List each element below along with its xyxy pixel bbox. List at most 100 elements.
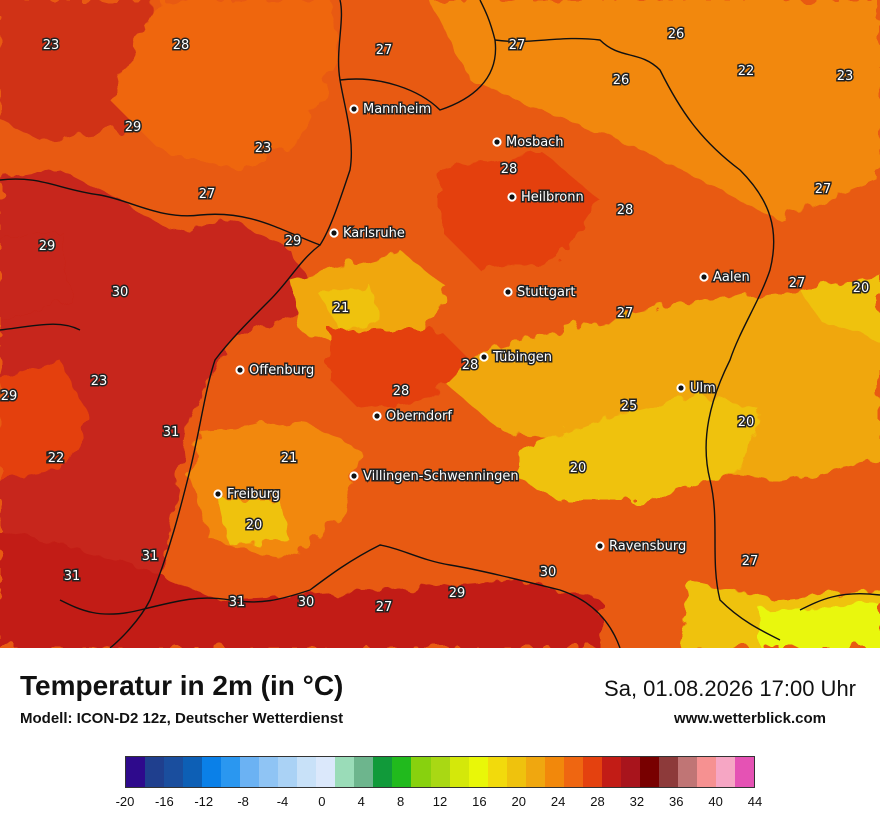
city-dot-icon bbox=[699, 272, 709, 282]
city-dot-icon bbox=[372, 411, 382, 421]
color-scale-segment bbox=[240, 757, 260, 787]
city-dot-icon bbox=[349, 471, 359, 481]
color-scale-segment bbox=[677, 757, 697, 787]
color-scale-segment bbox=[449, 757, 469, 787]
city-dot-icon bbox=[492, 137, 502, 147]
city-marker[interactable]: Ravensburg bbox=[595, 538, 688, 556]
city-marker[interactable]: Heilbronn bbox=[507, 189, 585, 207]
color-scale-segment bbox=[506, 757, 526, 787]
color-scale-tick: 16 bbox=[472, 794, 487, 809]
color-scale-segment bbox=[411, 757, 431, 787]
map-title: Temperatur in 2m (in °C) bbox=[20, 670, 344, 701]
color-scale-segment bbox=[639, 757, 659, 787]
temperature-label: 20 bbox=[738, 415, 755, 430]
city-marker[interactable]: Villingen-Schwenningen bbox=[349, 468, 520, 486]
temperature-label: 22 bbox=[47, 451, 64, 466]
temperature-label: 28 bbox=[393, 384, 410, 399]
color-scale-tick: 20 bbox=[511, 794, 526, 809]
color-scale-segment bbox=[145, 757, 165, 787]
temperature-label: 28 bbox=[173, 38, 190, 53]
temperature-label: 29 bbox=[1, 389, 18, 404]
temperature-label: 23 bbox=[255, 141, 272, 156]
color-scale-segment bbox=[164, 757, 184, 787]
city-name: Offenburg bbox=[249, 363, 314, 378]
city-dot-icon bbox=[329, 228, 339, 238]
color-scale-tick: 8 bbox=[397, 794, 405, 809]
temperature-label: 25 bbox=[621, 399, 638, 414]
temperature-label: 20 bbox=[853, 281, 870, 296]
city-name: Mannheim bbox=[363, 102, 431, 117]
color-scale-segment bbox=[126, 757, 146, 787]
city-marker[interactable]: Freiburg bbox=[213, 486, 282, 504]
temperature-label: 29 bbox=[39, 239, 56, 254]
color-scale-tick: -4 bbox=[276, 794, 289, 809]
color-scale-segment bbox=[316, 757, 336, 787]
temperature-label: 31 bbox=[163, 425, 180, 440]
temperature-label: 22 bbox=[738, 64, 755, 79]
color-scale-segment bbox=[563, 757, 583, 787]
color-scale-tick: 32 bbox=[629, 794, 645, 809]
color-scale-tick: 12 bbox=[432, 794, 448, 809]
city-marker[interactable]: Oberndorf bbox=[372, 408, 454, 426]
city-marker[interactable]: Offenburg bbox=[235, 362, 316, 380]
color-scale-tick: -16 bbox=[154, 794, 174, 809]
city-dot-icon bbox=[479, 352, 489, 362]
city-name: Mosbach bbox=[506, 135, 564, 150]
color-scale-tick: -20 bbox=[115, 794, 135, 809]
color-scale-tick: -8 bbox=[237, 794, 249, 809]
city-name: Ravensburg bbox=[609, 539, 686, 554]
city-marker[interactable]: Karlsruhe bbox=[329, 225, 406, 243]
color-scale-segment bbox=[354, 757, 374, 787]
temperature-label: 28 bbox=[617, 203, 634, 218]
color-scale-tick: 36 bbox=[669, 794, 684, 809]
city-name: Villingen-Schwenningen bbox=[363, 469, 519, 484]
temperature-label: 29 bbox=[125, 120, 142, 135]
color-scale-legend bbox=[125, 756, 755, 788]
color-scale-segment bbox=[582, 757, 602, 787]
color-scale-segment bbox=[487, 757, 507, 787]
color-scale-segment bbox=[278, 757, 298, 787]
color-scale-segment bbox=[392, 757, 412, 787]
temperature-label: 27 bbox=[815, 182, 832, 197]
color-scale-ticks: -20 -16 -12 -8 -4 0 4 8 12 16 20 24 28 32 36 40 44 bbox=[116, 794, 763, 814]
temperature-label: 23 bbox=[91, 374, 108, 389]
city-dot-icon bbox=[213, 489, 223, 499]
temperature-label: 27 bbox=[789, 276, 806, 291]
city-name: Tübingen bbox=[492, 350, 552, 365]
city-marker[interactable]: Aalen bbox=[699, 269, 751, 287]
temperature-label: 20 bbox=[570, 461, 587, 476]
city-marker[interactable]: Mosbach bbox=[492, 134, 565, 152]
color-scale-segment bbox=[620, 757, 640, 787]
temperature-label: 27 bbox=[742, 554, 759, 569]
city-dot-icon bbox=[507, 192, 517, 202]
temperature-label: 27 bbox=[376, 600, 393, 615]
temperature-label: 27 bbox=[509, 38, 526, 53]
city-marker[interactable]: Tübingen bbox=[479, 349, 554, 367]
color-scale-segment bbox=[221, 757, 241, 787]
city-marker[interactable]: Mannheim bbox=[349, 101, 433, 119]
color-scale-tick: 40 bbox=[708, 794, 723, 809]
color-scale-segment bbox=[696, 757, 716, 787]
temperature-label: 27 bbox=[376, 43, 393, 58]
temperature-label: 31 bbox=[142, 549, 159, 564]
city-dot-icon bbox=[676, 383, 686, 393]
city-marker[interactable]: Ulm bbox=[676, 380, 717, 398]
color-scale-segment bbox=[297, 757, 317, 787]
color-scale-segment bbox=[468, 757, 488, 787]
footer: Temperatur in 2m (in °C) Modell: ICON-D2… bbox=[0, 648, 880, 830]
temperature-label: 27 bbox=[199, 187, 216, 202]
temperature-label: 30 bbox=[540, 565, 557, 580]
temperature-label: 20 bbox=[246, 518, 263, 533]
city-name: Freiburg bbox=[227, 487, 280, 502]
temperature-map[interactable]: 23 28 27 27 26 22 23 26 29 23 28 27 28 27 29 29 30 21 27 27… bbox=[0, 0, 880, 648]
forecast-datetime: Sa, 01.08.2026 17:00 Uhr bbox=[604, 676, 856, 701]
temperature-label: 27 bbox=[617, 306, 634, 321]
temperature-label: 23 bbox=[837, 69, 854, 84]
city-dot-icon bbox=[595, 541, 605, 551]
city-name: Heilbronn bbox=[521, 190, 584, 205]
color-scale-tick: 24 bbox=[550, 794, 566, 809]
temperature-label: 28 bbox=[462, 358, 479, 373]
temperature-label: 21 bbox=[281, 451, 298, 466]
color-scale-segment bbox=[183, 757, 203, 787]
city-marker[interactable]: Stuttgart bbox=[503, 284, 577, 302]
